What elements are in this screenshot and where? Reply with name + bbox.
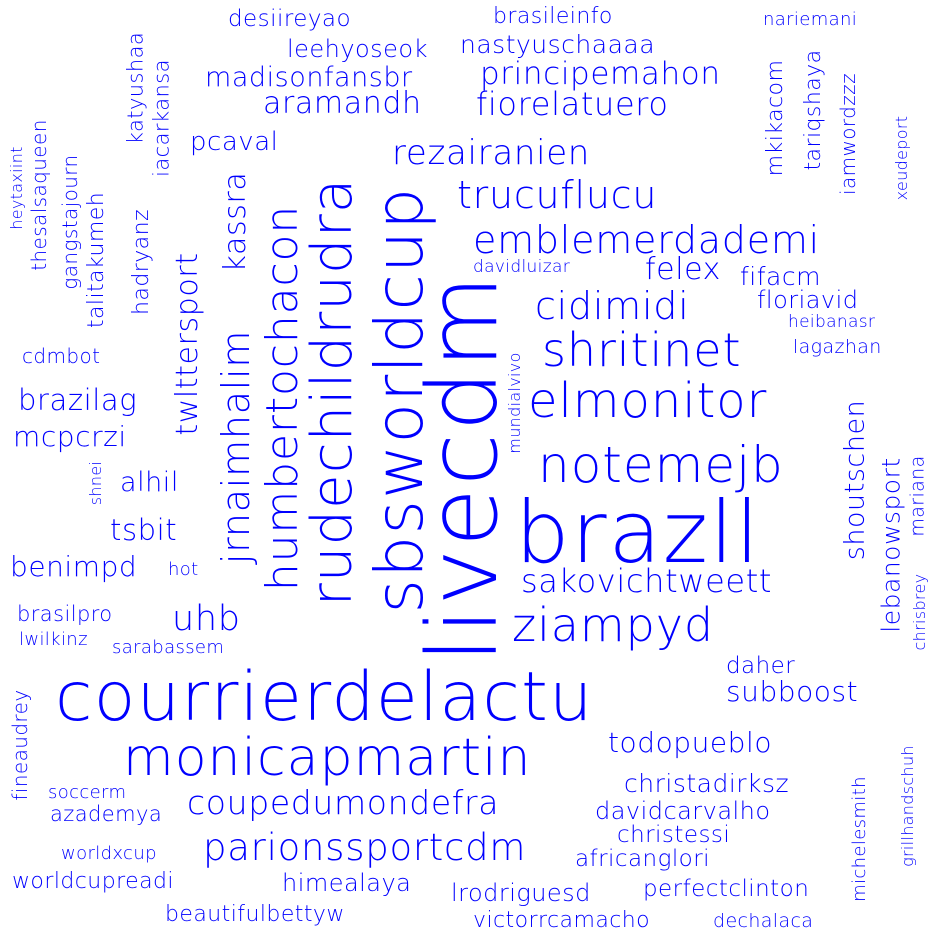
cloud-word: uhb bbox=[172, 599, 241, 639]
cloud-word: davidcarvalho bbox=[595, 797, 771, 825]
cloud-word: felex bbox=[645, 252, 722, 287]
cloud-word: heytaxiint bbox=[7, 146, 26, 230]
cloud-word: desiireyao bbox=[228, 6, 351, 32]
cloud-word: christessi bbox=[617, 822, 731, 848]
cloud-word: courrierdelactu bbox=[55, 658, 594, 737]
cloud-word: lebanowsport bbox=[876, 457, 906, 633]
cloud-word: nariemani bbox=[763, 9, 858, 30]
cloud-word: humbertochacon bbox=[257, 204, 308, 592]
cloud-word: perfectclinton bbox=[643, 876, 810, 902]
cloud-word: principemahon bbox=[480, 56, 721, 92]
cloud-word: xeudeport bbox=[892, 115, 911, 201]
cloud-word: michelesmith bbox=[849, 776, 870, 902]
cloud-word: leehyoseok bbox=[287, 35, 428, 63]
cloud-word: emblemerdademi bbox=[473, 218, 820, 262]
cloud-word: mcpcrzi bbox=[13, 420, 127, 453]
cloud-word: subboost bbox=[726, 675, 859, 708]
cloud-word: monicapmartin bbox=[123, 728, 532, 788]
cloud-word: jrnaimhalim bbox=[214, 329, 258, 565]
cloud-word: mundialvivo bbox=[505, 352, 524, 454]
cloud-word: katyushaa bbox=[123, 31, 148, 145]
cloud-word: lrodriguesd bbox=[451, 879, 591, 907]
cloud-word: sarabassem bbox=[112, 637, 225, 658]
cloud-word: ziampyd bbox=[512, 598, 714, 652]
cloud-word: grillhandschuh bbox=[898, 745, 917, 867]
cloud-word: brasilpro bbox=[17, 602, 113, 626]
cloud-word: elmonitor bbox=[528, 373, 768, 429]
cloud-word: hot bbox=[168, 559, 199, 580]
cloud-word: kassra bbox=[218, 171, 253, 273]
cloud-word: shritinet bbox=[542, 323, 742, 377]
cloud-word: todopueblo bbox=[608, 726, 773, 759]
cloud-word: worldxcup bbox=[61, 843, 157, 864]
cloud-word: worldcupreadi bbox=[12, 869, 174, 894]
cloud-word: rezairanien bbox=[392, 133, 591, 173]
cloud-word: mariana bbox=[906, 455, 929, 537]
cloud-word: mkikacom bbox=[763, 59, 788, 177]
cloud-word: africanglori bbox=[575, 846, 710, 872]
cloud-word: floriavid bbox=[757, 286, 859, 314]
cloud-word: sbsworldcup bbox=[361, 186, 438, 614]
cloud-word: christadirksz bbox=[624, 769, 790, 798]
cloud-word: alhil bbox=[120, 467, 179, 498]
cloud-word: beautifulbettyw bbox=[165, 902, 345, 927]
cloud-word: cidimidi bbox=[535, 284, 690, 328]
cloud-word: lagazhan bbox=[793, 336, 882, 358]
cloud-word: madisonfansbr bbox=[205, 62, 413, 93]
cloud-word: brazilag bbox=[18, 383, 138, 417]
cloud-word: tariqshaya bbox=[801, 49, 826, 171]
cloud-word: coupedumondefra bbox=[187, 783, 500, 822]
cloud-word: shoutschen bbox=[839, 399, 871, 561]
cloud-word: trucuflucu bbox=[457, 173, 658, 217]
cloud-word: parionssportcdm bbox=[203, 826, 527, 869]
cloud-word: thesalsaqueen bbox=[27, 119, 51, 271]
cloud-word: davidluizar bbox=[473, 257, 571, 277]
cloud-word: fineaudrey bbox=[8, 689, 32, 801]
cloud-word: fifacm bbox=[740, 262, 821, 291]
cloud-word: sakovichtweett bbox=[521, 562, 773, 600]
cloud-word: lwilkinz bbox=[19, 629, 88, 650]
cloud-word: himealaya bbox=[282, 869, 412, 897]
cloud-word: nastyuschaaaa bbox=[460, 30, 656, 59]
cloud-word: tsbit bbox=[110, 513, 178, 547]
cloud-word: hadryanz bbox=[129, 209, 154, 315]
cloud-word: rudechildrudra bbox=[300, 177, 365, 607]
cloud-word: azademya bbox=[50, 802, 163, 826]
cloud-word: shnei bbox=[86, 460, 105, 506]
cloud-word: twlttersport bbox=[170, 252, 205, 436]
cloud-word: gangstajourn bbox=[58, 154, 82, 290]
cloud-word: dechalaca bbox=[713, 910, 814, 932]
cloud-word: talitakumeh bbox=[84, 191, 109, 329]
cloud-word: iacarkansa bbox=[149, 59, 174, 177]
cloud-word: aramandh bbox=[263, 86, 422, 121]
cloud-word: victorrcamacho bbox=[473, 908, 651, 933]
cloud-word: daher bbox=[726, 653, 796, 679]
cloud-word: cdmbot bbox=[22, 344, 101, 368]
cloud-word: fiorelatuero bbox=[476, 85, 669, 123]
cloud-word: heibanasr bbox=[788, 312, 876, 332]
cloud-word: soccerm bbox=[48, 782, 127, 803]
cloud-word: benimpd bbox=[10, 550, 138, 583]
cloud-word: iamwordzzz bbox=[836, 73, 860, 195]
cloud-word: pcaval bbox=[190, 127, 279, 157]
cloud-word: notemejb bbox=[538, 436, 784, 494]
cloud-word: brasileinfo bbox=[493, 4, 613, 29]
cloud-word: brazll bbox=[515, 483, 761, 583]
cloud-word: chrisbrey bbox=[910, 573, 929, 651]
